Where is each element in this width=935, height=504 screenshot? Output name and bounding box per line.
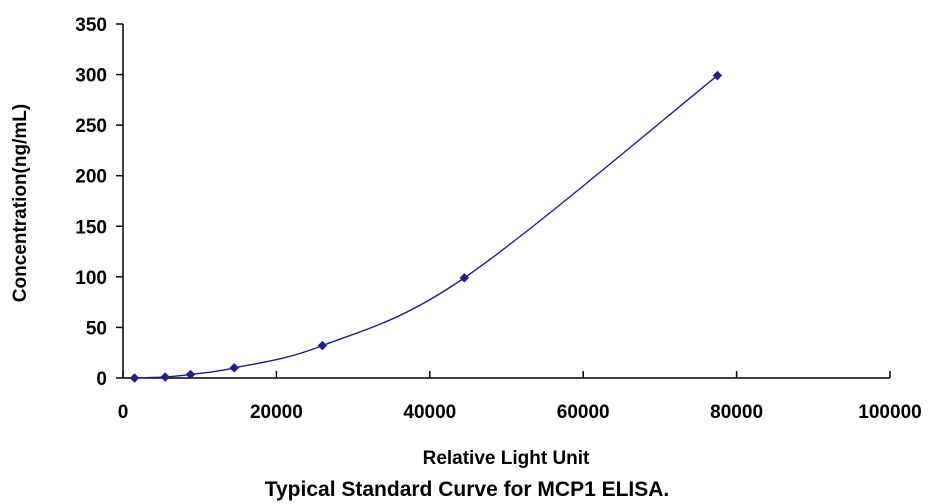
x-tick-label: 80000	[710, 402, 763, 423]
x-tick-label: 100000	[858, 402, 921, 423]
x-axis-title: Relative Light Unit	[423, 448, 590, 469]
y-tick-label: 100	[75, 268, 107, 289]
y-axis: 0 50 100 150 200 250 300 350	[75, 15, 124, 390]
data-point	[229, 363, 240, 373]
x-tick-label: 40000	[403, 402, 456, 423]
x-tick-label: 0	[118, 402, 129, 423]
y-axis-title: Concentration(ng/mL)	[10, 104, 31, 302]
data-point	[317, 340, 328, 351]
chart-caption: Typical Standard Curve for MCP1 ELISA.	[265, 478, 670, 501]
y-tick-label: 300	[75, 66, 107, 87]
data-point	[185, 369, 196, 380]
x-tick-label: 20000	[250, 402, 303, 423]
y-tick-label: 350	[75, 15, 107, 36]
data-point	[160, 372, 171, 382]
y-tick-label: 50	[86, 318, 107, 339]
y-tick-label: 150	[75, 217, 107, 238]
y-tick-label: 200	[75, 167, 107, 188]
y-tick-label: 0	[96, 369, 107, 390]
data-point	[459, 273, 470, 283]
x-tick-label: 60000	[557, 402, 610, 423]
data-point	[712, 70, 723, 81]
series-layer	[129, 70, 723, 383]
series-line	[134, 75, 718, 379]
y-tick-label: 250	[75, 116, 107, 137]
x-axis: 0 20000 40000 60000 80000 100000	[118, 371, 922, 423]
data-point	[129, 373, 140, 383]
